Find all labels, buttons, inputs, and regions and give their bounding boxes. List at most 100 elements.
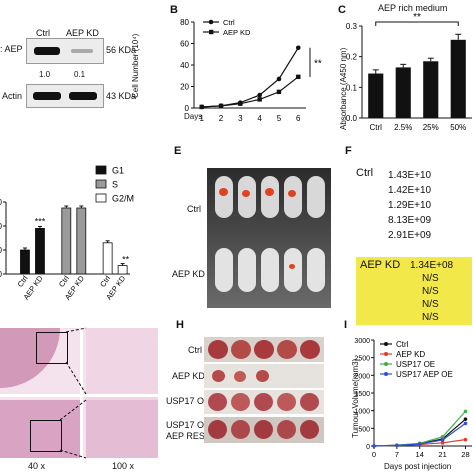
bar [102,242,113,275]
data-point [395,443,399,448]
x-tick-label: 28 [461,450,469,459]
legend-label: USP17 OE [396,360,435,369]
mice-row-label-ctrl: Ctrl [187,204,201,214]
x-tick-label: 5 [277,114,282,123]
zoom-box [36,332,68,364]
tumour [277,420,296,439]
data-point [199,104,205,110]
legend-marker [384,372,388,376]
f-ctrl-value: 1.29E+10 [388,200,432,211]
tumour-row-label: AEP KD [172,371,205,381]
data-point [238,101,243,106]
data-point [395,443,399,448]
blot-actin-kda: 43 KDa [106,91,137,101]
blot-actin-label: Actin [2,91,23,101]
x-tick-label: AEP KD [22,274,45,302]
tumour [277,393,296,411]
mouse [261,176,279,218]
f-kd-label: AEP KD [360,259,401,271]
data-point [276,89,282,95]
legend-swatch [95,179,107,189]
legend-label: AEP KD [396,350,425,359]
x-tick-label: 0 [372,450,376,459]
data-point [440,441,445,445]
mouse [215,248,233,292]
blot-band-actin-kd [69,92,97,100]
y-tick-label: 40 [0,222,3,231]
chart-b-x-prefix: Days [184,112,203,121]
chart-i-x-label: Days post injection [384,462,452,471]
x-tick-label: Ctrl [370,123,383,132]
tumour-row-usp17-oe [204,390,324,414]
sig-bracket [375,21,459,26]
tumour [208,340,228,359]
data-point [218,103,224,109]
f-ctrl-label: Ctrl [356,167,374,179]
tumour-signal [288,190,296,197]
blot-actin-band-strip [26,84,104,108]
legend-swatch [95,193,107,203]
bar [76,207,87,275]
y-tick-label: 0 [0,270,3,279]
f-kd-value: N/S [422,273,439,284]
mouse [307,176,325,218]
y-tick-label: 3000 [354,338,370,345]
data-point [440,437,445,441]
legend-label: S [112,180,118,190]
chart-c-title: AEP rich medium [378,3,448,13]
legend-marker [208,19,214,25]
data-point [257,97,262,102]
legend-label: USP17 AEP OE [396,370,453,379]
x-tick-label: Ctrl [16,274,30,289]
histology-divider [0,394,158,397]
y-tick-label: 80 [180,18,189,27]
blot-aep-label: : AEP [0,44,23,54]
data-point [372,444,376,448]
data-point [440,438,445,442]
tumour [300,340,320,359]
data-point [463,417,468,421]
x-tick-label: 4 [257,114,262,123]
tumour-row-label: USP17 OE AEP RES [166,420,210,441]
blot-kd-label: AEP KD [66,28,99,38]
legend-label: AEP KD [223,28,251,37]
x-tick-label: 2 [219,114,224,123]
data-point [417,441,422,446]
chart-c-y-label: Absorbance (A450 nm) [339,47,348,130]
x-tick-label: 2.5% [394,123,412,132]
zoom-box [30,420,62,452]
data-point [372,444,376,448]
data-point [372,444,376,448]
bar [35,227,45,275]
f-kd-value: N/S [422,312,439,323]
tumour [208,393,227,411]
legend-label: Ctrl [396,340,409,349]
blot-quant-kd: 0.1 [74,70,86,79]
histology-mag-40x: 40 x [28,461,46,471]
f-ctrl-values: 1.43E+10 1.42E+10 1.29E+10 8.13E+09 2.91… [388,168,431,243]
x-tick-label: AEP KD [104,274,127,302]
histology-zoom [86,400,158,458]
mouse [238,176,256,218]
tumour [234,371,246,382]
y-tick-label: 0.3 [346,22,358,31]
legend-swatch [95,165,107,175]
tumour-row-kd [204,364,324,388]
tumour-signal [219,188,228,196]
y-tick-label: 20 [180,83,189,92]
f-kd-values: 1.34E+08 N/S N/S N/S N/S [410,259,453,324]
blot-aep-band-strip [26,38,104,64]
data-point [440,435,445,439]
series-line-2 [373,410,466,447]
data-point [372,444,376,448]
mouse [307,248,325,292]
blot-ctrl-label: Ctrl [36,28,50,38]
mouse [238,248,256,292]
series-line-0 [373,418,466,447]
tumour-signal [265,188,274,196]
data-point [417,442,422,446]
tumour-signal [242,190,250,197]
blot-band-kd [71,49,93,53]
series-line-1 [373,439,466,447]
tumour [254,420,273,439]
